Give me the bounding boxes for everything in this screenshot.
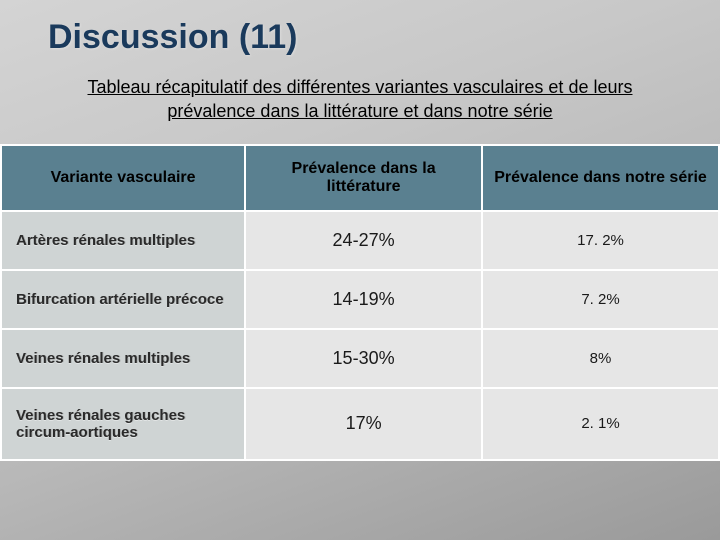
summary-table: Variante vasculaire Prévalence dans la l… xyxy=(0,144,720,461)
cell-lit: 14-19% xyxy=(245,270,482,329)
row-label: Veines rénales multiples xyxy=(1,329,245,388)
row-label: Bifurcation artérielle précoce xyxy=(1,270,245,329)
cell-serie: 2. 1% xyxy=(482,388,719,460)
col-header-lit: Prévalence dans la littérature xyxy=(245,145,482,211)
row-label: Veines rénales gauches circum-aortiques xyxy=(1,388,245,460)
slide-title: Discussion (11) xyxy=(0,18,720,57)
cell-serie: 17. 2% xyxy=(482,211,719,270)
cell-lit: 15-30% xyxy=(245,329,482,388)
cell-lit: 24-27% xyxy=(245,211,482,270)
col-header-serie: Prévalence dans notre série xyxy=(482,145,719,211)
table-header-row: Variante vasculaire Prévalence dans la l… xyxy=(1,145,719,211)
table-row: Artères rénales multiples 24-27% 17. 2% xyxy=(1,211,719,270)
table-row: Bifurcation artérielle précoce 14-19% 7.… xyxy=(1,270,719,329)
cell-serie: 8% xyxy=(482,329,719,388)
table-row: Veines rénales gauches circum-aortiques … xyxy=(1,388,719,460)
slide-subtitle: Tableau récapitulatif des différentes va… xyxy=(0,75,720,124)
cell-lit: 17% xyxy=(245,388,482,460)
slide: Discussion (11) Tableau récapitulatif de… xyxy=(0,0,720,540)
table-row: Veines rénales multiples 15-30% 8% xyxy=(1,329,719,388)
cell-serie: 7. 2% xyxy=(482,270,719,329)
col-header-variant: Variante vasculaire xyxy=(1,145,245,211)
row-label: Artères rénales multiples xyxy=(1,211,245,270)
